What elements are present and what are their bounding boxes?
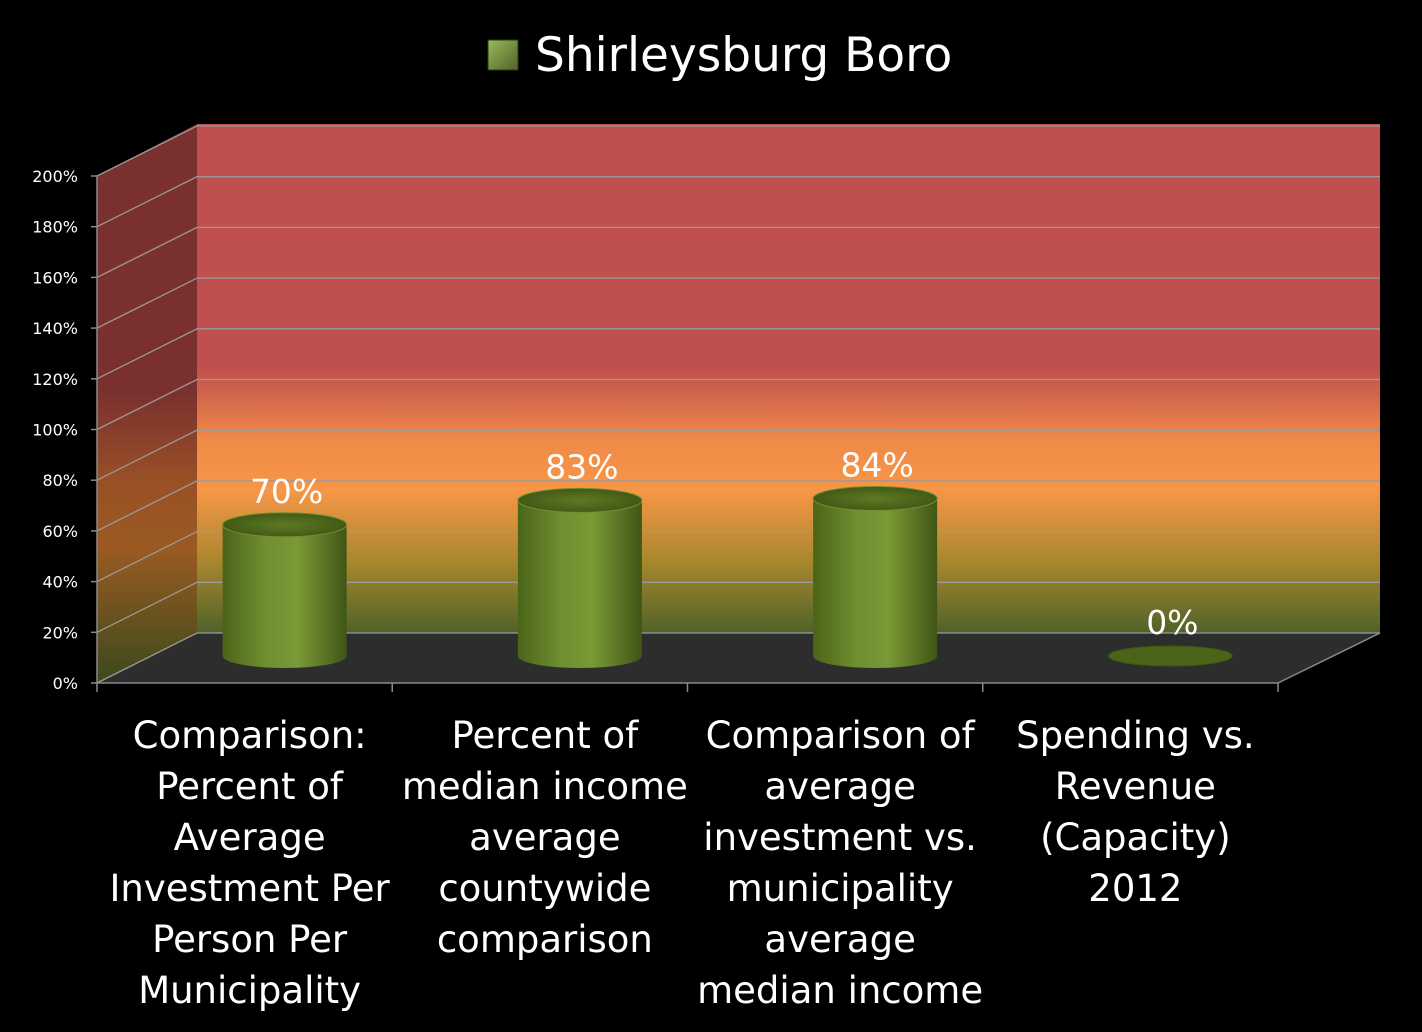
bar-top xyxy=(517,487,643,513)
y-tick-label: 160% xyxy=(32,268,78,287)
gridline xyxy=(96,378,1380,431)
gridline xyxy=(96,429,1380,481)
back-wall xyxy=(197,124,1380,633)
bar-body xyxy=(222,524,347,668)
bar xyxy=(1107,645,1233,667)
y-tick-label: 60% xyxy=(42,522,78,541)
gridline xyxy=(96,530,1380,583)
x-tick-label: Comparison: Percent of Average Investmen… xyxy=(109,714,390,1012)
data-label: 0% xyxy=(1146,603,1198,642)
gridline xyxy=(96,632,1380,684)
gridline xyxy=(96,277,1380,329)
y-axis: 0% 20% 40% 60% 80% 100% 120% 140% 160% 180% 200% xyxy=(32,167,98,693)
bar-top xyxy=(812,486,938,511)
x-tick-label: Spending vs. Revenue (Capacity) 2012 xyxy=(1016,714,1255,910)
y-tick-label: 100% xyxy=(32,421,78,440)
gridline xyxy=(96,125,1380,177)
gridline xyxy=(96,176,1380,228)
gridline xyxy=(96,480,1380,532)
bars xyxy=(222,486,1233,668)
bar xyxy=(222,512,348,668)
bar-top xyxy=(1107,645,1233,667)
x-tick-label: Comparison of average investment vs. mun… xyxy=(697,714,984,1012)
bar xyxy=(812,486,938,668)
y-tick-label: 120% xyxy=(32,370,78,389)
bar xyxy=(517,487,643,668)
y-tick-label: 140% xyxy=(32,319,78,338)
y-tick-label: 200% xyxy=(32,167,78,186)
data-label: 83% xyxy=(545,447,618,486)
bar-body xyxy=(813,498,938,668)
y-tick-label: 80% xyxy=(42,471,78,490)
y-tick-label: 20% xyxy=(42,623,78,642)
x-axis-edge xyxy=(1277,632,1381,684)
side-wall xyxy=(97,124,197,683)
x-tick-label: Percent of median income average countyw… xyxy=(401,714,688,961)
y-tick-label: 0% xyxy=(53,674,78,693)
gridline xyxy=(96,226,1380,278)
data-label: 84% xyxy=(840,446,913,485)
x-axis xyxy=(96,632,1381,692)
y-tick-label: 180% xyxy=(32,218,78,237)
legend-label: Shirleysburg Boro xyxy=(535,28,952,83)
y-tick-label: 40% xyxy=(42,573,78,592)
gridline xyxy=(96,328,1380,380)
bar-top xyxy=(222,512,348,538)
gridline xyxy=(96,581,1380,633)
legend: Shirleysburg Boro xyxy=(487,28,952,83)
bar-body xyxy=(517,500,642,668)
data-label: 70% xyxy=(250,472,323,511)
chart-floor xyxy=(97,633,1380,683)
data-labels: 70% 83% 84% 0% xyxy=(250,446,1199,643)
legend-swatch xyxy=(487,39,519,71)
gridlines xyxy=(96,125,1380,684)
